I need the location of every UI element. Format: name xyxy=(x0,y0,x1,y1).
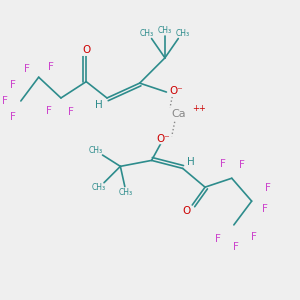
Text: F: F xyxy=(10,80,16,90)
Text: O⁻: O⁻ xyxy=(169,86,183,96)
Text: H: H xyxy=(187,157,195,167)
Text: CH₃: CH₃ xyxy=(92,183,106,192)
Text: F: F xyxy=(215,234,221,244)
Text: F: F xyxy=(2,96,8,106)
Text: CH₃: CH₃ xyxy=(140,29,154,38)
Text: F: F xyxy=(46,106,52,116)
Text: CH₃: CH₃ xyxy=(119,188,133,197)
Text: F: F xyxy=(220,159,226,169)
Text: O: O xyxy=(82,45,90,56)
Text: F: F xyxy=(68,107,74,117)
Text: CH₃: CH₃ xyxy=(176,29,190,38)
Text: F: F xyxy=(24,64,30,74)
Text: CH₃: CH₃ xyxy=(158,26,172,35)
Text: H: H xyxy=(95,100,103,110)
Text: F: F xyxy=(48,62,53,72)
Text: ++: ++ xyxy=(193,104,206,113)
Text: F: F xyxy=(262,204,268,214)
Text: Ca: Ca xyxy=(171,109,186,119)
Text: O⁻: O⁻ xyxy=(157,134,170,144)
Text: CH₃: CH₃ xyxy=(89,146,103,154)
Text: F: F xyxy=(233,242,239,253)
Text: F: F xyxy=(266,183,271,193)
Text: F: F xyxy=(250,232,256,242)
Text: F: F xyxy=(10,112,16,122)
Text: O: O xyxy=(182,206,190,216)
Text: F: F xyxy=(238,160,244,170)
